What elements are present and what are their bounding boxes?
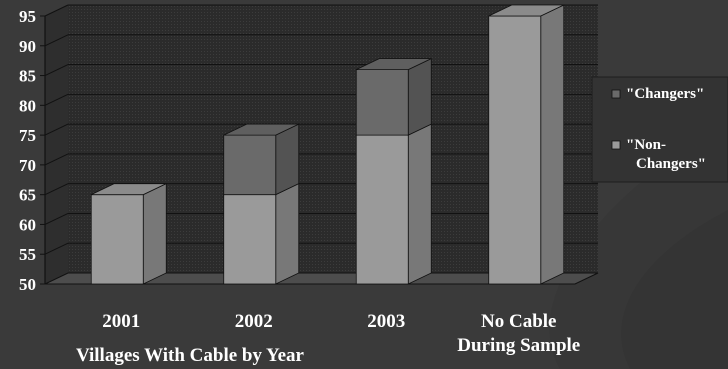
bar-segment — [355, 134, 409, 285]
gridline-side — [44, 4, 69, 17]
legend-label: "Changers" — [626, 86, 704, 102]
legend-label: "Non-Changers" — [626, 137, 706, 172]
bar-side — [142, 183, 167, 285]
x-axis-title: Villages With Cable by Year — [76, 345, 305, 366]
y-tick-label: 75 — [19, 126, 36, 145]
bar-segment — [90, 194, 144, 285]
y-tick-label: 70 — [19, 156, 36, 175]
bar-top — [356, 58, 432, 70]
bar-segment — [355, 69, 409, 136]
gridline-side — [44, 212, 69, 225]
plot-back-wall — [68, 5, 598, 273]
gridline-side — [44, 153, 69, 166]
bar-top — [223, 123, 299, 136]
y-tick-label: 95 — [19, 7, 36, 26]
background-swirl-2 — [621, 210, 728, 369]
x-category-label: 2001 — [102, 311, 140, 332]
y-tick-label: 60 — [19, 215, 36, 234]
bar-top — [91, 183, 167, 196]
y-axis-ticks: 50 55 60 65 70 75 80 85 90 95 — [19, 7, 45, 294]
bar-side — [407, 123, 432, 285]
x-category-label: 2002 — [235, 311, 273, 332]
legend-swatch — [611, 89, 621, 99]
gridline-side — [44, 64, 69, 77]
bar-top — [488, 4, 564, 17]
bar-side — [407, 57, 432, 136]
y-tick-label: 80 — [19, 96, 36, 115]
bars — [90, 4, 565, 285]
bar-side — [275, 183, 300, 285]
y-tick-label: 50 — [19, 275, 36, 294]
bar-segment — [223, 134, 277, 196]
gridline-side — [44, 183, 69, 196]
legend: "Changers" "Non-Changers" — [591, 76, 728, 183]
bar-segment — [488, 15, 542, 285]
x-axis-categories: 2001 2002 2003 No Cable During Sample — [102, 311, 580, 356]
gridline-side — [44, 123, 69, 136]
y-tick-label: 90 — [19, 37, 36, 56]
bar-segment — [223, 194, 277, 285]
x-category-label: 2003 — [367, 311, 405, 332]
gridline-side — [44, 34, 69, 47]
y-tick-label: 65 — [19, 186, 36, 205]
gridline-side — [44, 242, 69, 255]
gridline-side — [44, 93, 69, 106]
bar-side — [540, 4, 565, 285]
plot-side-wall — [45, 5, 68, 284]
x-category-label: No Cable During Sample — [457, 311, 580, 356]
y-tick-label: 55 — [19, 245, 36, 264]
legend-swatch — [611, 140, 621, 150]
bar-side — [275, 123, 300, 196]
y-tick-label: 85 — [19, 67, 36, 86]
